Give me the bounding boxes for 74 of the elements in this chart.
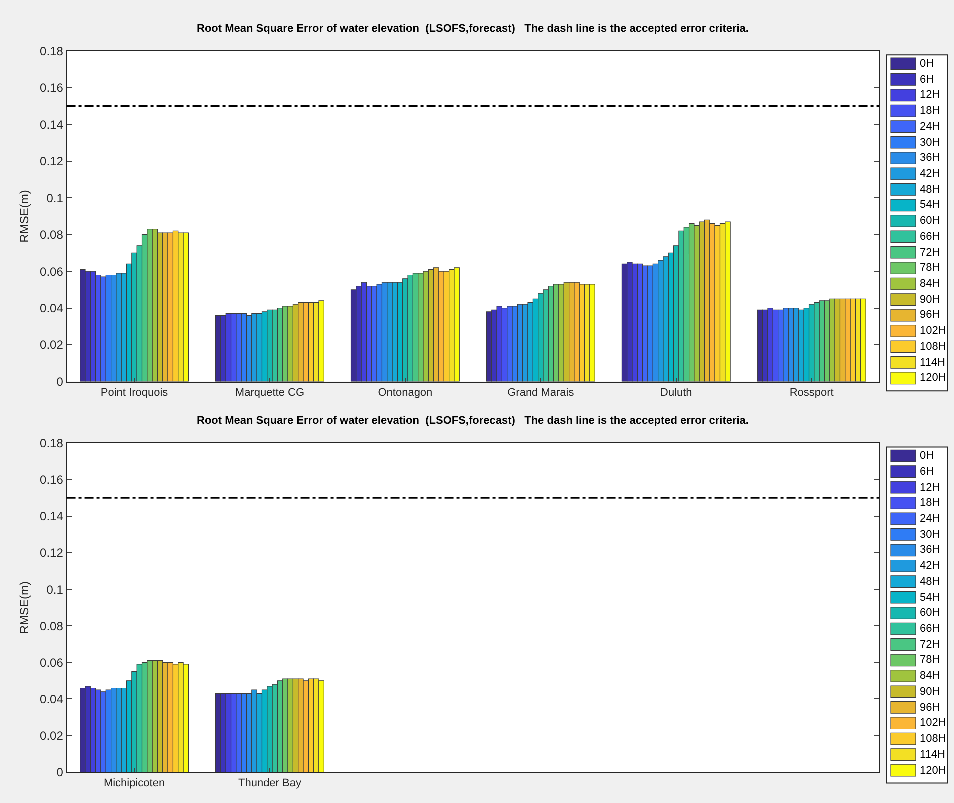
y-tick-label: 0.14: [40, 510, 64, 524]
y-tick-label: 0.06: [40, 656, 64, 670]
legend-label: 42H: [920, 560, 940, 572]
chart-title: Root Mean Square Error of water elevation (LSOFS,forecast) The dash line is the accepted error criteria.: [197, 23, 749, 35]
legend-label: 90H: [920, 294, 940, 306]
legend-label: 78H: [920, 262, 940, 274]
legend-label: 84H: [920, 670, 940, 682]
y-tick-label: 0.12: [40, 546, 64, 560]
y-axis-title: RMSE(m): [17, 190, 32, 243]
y-tick-label: 0.1: [46, 582, 64, 597]
legend-label: 72H: [920, 639, 940, 651]
legend-label: 36H: [920, 544, 940, 556]
y-tick-label: 0.16: [40, 473, 64, 488]
legend-label: 24H: [920, 121, 940, 133]
y-axis-title: RMSE(m): [17, 581, 32, 634]
legend-label: 60H: [920, 607, 940, 619]
y-tick-label: 0.18: [40, 436, 64, 451]
y-tick-label: 0.14: [40, 118, 64, 132]
x-tick-label: Thunder Bay: [238, 778, 302, 790]
y-tick-label: 0: [56, 766, 64, 780]
legend-label: 96H: [920, 702, 940, 714]
legend-label: 66H: [920, 231, 940, 243]
legend-label: 48H: [920, 576, 940, 588]
legend-label: 102H: [920, 717, 946, 729]
legend-label: 66H: [920, 623, 940, 635]
legend-label: 114H: [920, 357, 946, 369]
legend-label: 18H: [920, 497, 940, 509]
legend-label: 120H: [920, 372, 946, 384]
y-tick-label: 0.02: [40, 728, 64, 743]
y-tick-label: 0.1: [46, 191, 64, 206]
legend-label: 18H: [920, 105, 940, 117]
x-tick-label: Marquette CG: [235, 386, 305, 399]
legend-label: 0H: [920, 58, 934, 70]
legend-label: 30H: [920, 137, 940, 149]
y-tick-label: 0.04: [40, 302, 64, 316]
legend-label: 102H: [920, 325, 946, 337]
x-tick-label: Rossport: [790, 386, 834, 399]
legend-label: 120H: [920, 765, 946, 777]
legend-label: 12H: [920, 482, 940, 494]
legend-label: 108H: [920, 341, 946, 353]
legend-label: 42H: [920, 168, 940, 180]
y-tick-label: 0.16: [40, 81, 64, 96]
legend-label: 72H: [920, 247, 940, 259]
y-tick-label: 0.02: [40, 338, 64, 352]
legend-label: 60H: [920, 215, 940, 227]
legend-label: 90H: [920, 686, 940, 698]
x-tick-label: Grand Marais: [508, 386, 575, 399]
y-tick-label: 0.12: [40, 154, 64, 169]
y-tick-label: 0.08: [40, 228, 64, 242]
legend-label: 54H: [920, 199, 940, 211]
x-tick-label: Duluth: [660, 386, 692, 399]
legend-label: 78H: [920, 654, 940, 666]
y-tick-label: 0.06: [40, 264, 64, 279]
legend-label: 24H: [920, 513, 940, 525]
legend-label: 54H: [920, 592, 940, 604]
y-tick-label: 0: [56, 374, 64, 389]
legend-label: 96H: [920, 309, 940, 321]
y-tick-label: 0.04: [40, 692, 64, 706]
legend-label: 12H: [920, 89, 940, 101]
legend-label: 36H: [920, 152, 940, 164]
legend-label: 6H: [920, 74, 934, 86]
chart-title: Root Mean Square Error of water elevation (LSOFS,forecast) The dash line is the accepted error criteria.: [197, 415, 749, 427]
y-tick-label: 0.08: [40, 619, 64, 634]
legend-label: 114H: [920, 749, 946, 761]
x-tick-label: Point Iroquois: [100, 386, 169, 399]
legend-label: 84H: [920, 278, 940, 290]
x-tick-label: Michipicoten: [104, 778, 166, 790]
legend-label: 6H: [920, 466, 934, 478]
legend-label: 108H: [920, 733, 946, 745]
x-tick-label: Ontonagon: [378, 386, 433, 399]
legend-label: 48H: [920, 184, 940, 196]
y-tick-label: 0.18: [40, 44, 64, 58]
legend-label: 0H: [920, 450, 934, 462]
legend-label: 30H: [920, 529, 940, 541]
